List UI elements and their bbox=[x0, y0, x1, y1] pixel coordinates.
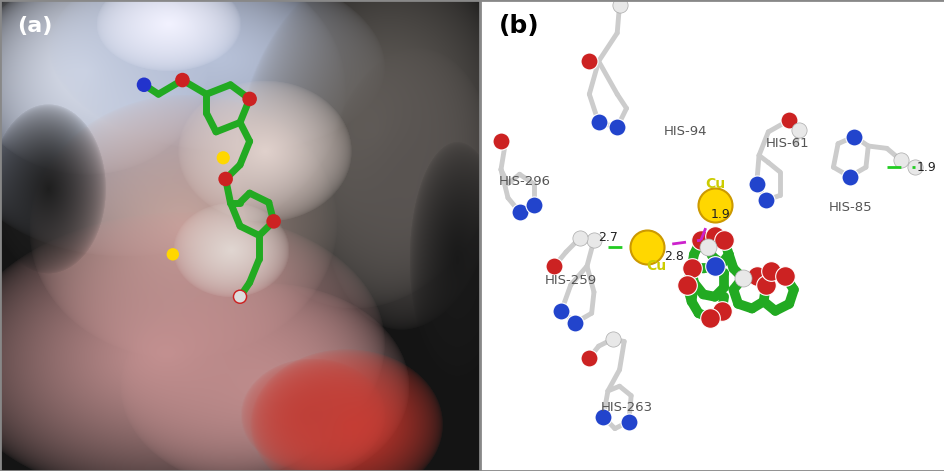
Text: 1.9: 1.9 bbox=[710, 208, 729, 221]
Point bbox=[693, 236, 708, 244]
Point bbox=[639, 244, 654, 251]
Point bbox=[702, 314, 717, 322]
Point bbox=[706, 262, 721, 270]
Point bbox=[582, 57, 597, 65]
Point bbox=[567, 319, 582, 326]
Point bbox=[604, 335, 619, 343]
Point bbox=[714, 307, 729, 315]
Point bbox=[612, 1, 627, 8]
Text: HIS-263: HIS-263 bbox=[600, 401, 652, 414]
Point bbox=[700, 244, 715, 251]
Point bbox=[242, 95, 257, 103]
Point bbox=[841, 173, 856, 180]
Text: Cu: Cu bbox=[704, 177, 724, 191]
Text: 1.9: 1.9 bbox=[916, 161, 936, 174]
Point bbox=[232, 293, 247, 300]
Point bbox=[218, 175, 233, 183]
Point bbox=[165, 251, 180, 258]
Point bbox=[749, 180, 764, 187]
Point bbox=[706, 201, 721, 209]
Point bbox=[776, 272, 791, 279]
Point bbox=[683, 265, 699, 272]
Point bbox=[716, 236, 731, 244]
Point bbox=[136, 81, 151, 89]
Point bbox=[175, 76, 190, 84]
Point bbox=[590, 119, 605, 126]
Point bbox=[582, 354, 597, 362]
Text: (a): (a) bbox=[17, 16, 52, 36]
Point bbox=[266, 218, 281, 225]
Point bbox=[572, 234, 587, 242]
Point bbox=[547, 262, 562, 270]
Point bbox=[586, 236, 601, 244]
Text: HIS-259: HIS-259 bbox=[545, 274, 597, 287]
Point bbox=[781, 116, 796, 124]
Point bbox=[232, 293, 247, 300]
Point bbox=[553, 307, 568, 315]
Point bbox=[906, 163, 921, 171]
Text: HIS-61: HIS-61 bbox=[766, 137, 809, 150]
Point bbox=[758, 281, 773, 289]
Point bbox=[609, 123, 624, 131]
Point bbox=[706, 232, 721, 239]
Point bbox=[892, 156, 907, 164]
Text: HIS-94: HIS-94 bbox=[663, 125, 706, 138]
Point bbox=[758, 196, 773, 204]
Point bbox=[512, 208, 527, 216]
Point bbox=[526, 201, 541, 209]
Point bbox=[620, 418, 635, 425]
Point bbox=[749, 272, 764, 279]
Point bbox=[215, 154, 230, 162]
Point bbox=[595, 413, 610, 421]
Point bbox=[790, 126, 805, 133]
Text: HIS-85: HIS-85 bbox=[828, 201, 871, 214]
Text: 2.8: 2.8 bbox=[663, 250, 683, 263]
Point bbox=[679, 281, 694, 289]
Point bbox=[846, 133, 861, 140]
Point bbox=[763, 267, 778, 275]
Point bbox=[493, 138, 508, 145]
Text: 2.7: 2.7 bbox=[598, 231, 617, 244]
Text: (b): (b) bbox=[498, 14, 539, 38]
Point bbox=[734, 274, 750, 282]
Text: HIS-296: HIS-296 bbox=[498, 175, 550, 188]
Text: Cu: Cu bbox=[646, 259, 666, 273]
